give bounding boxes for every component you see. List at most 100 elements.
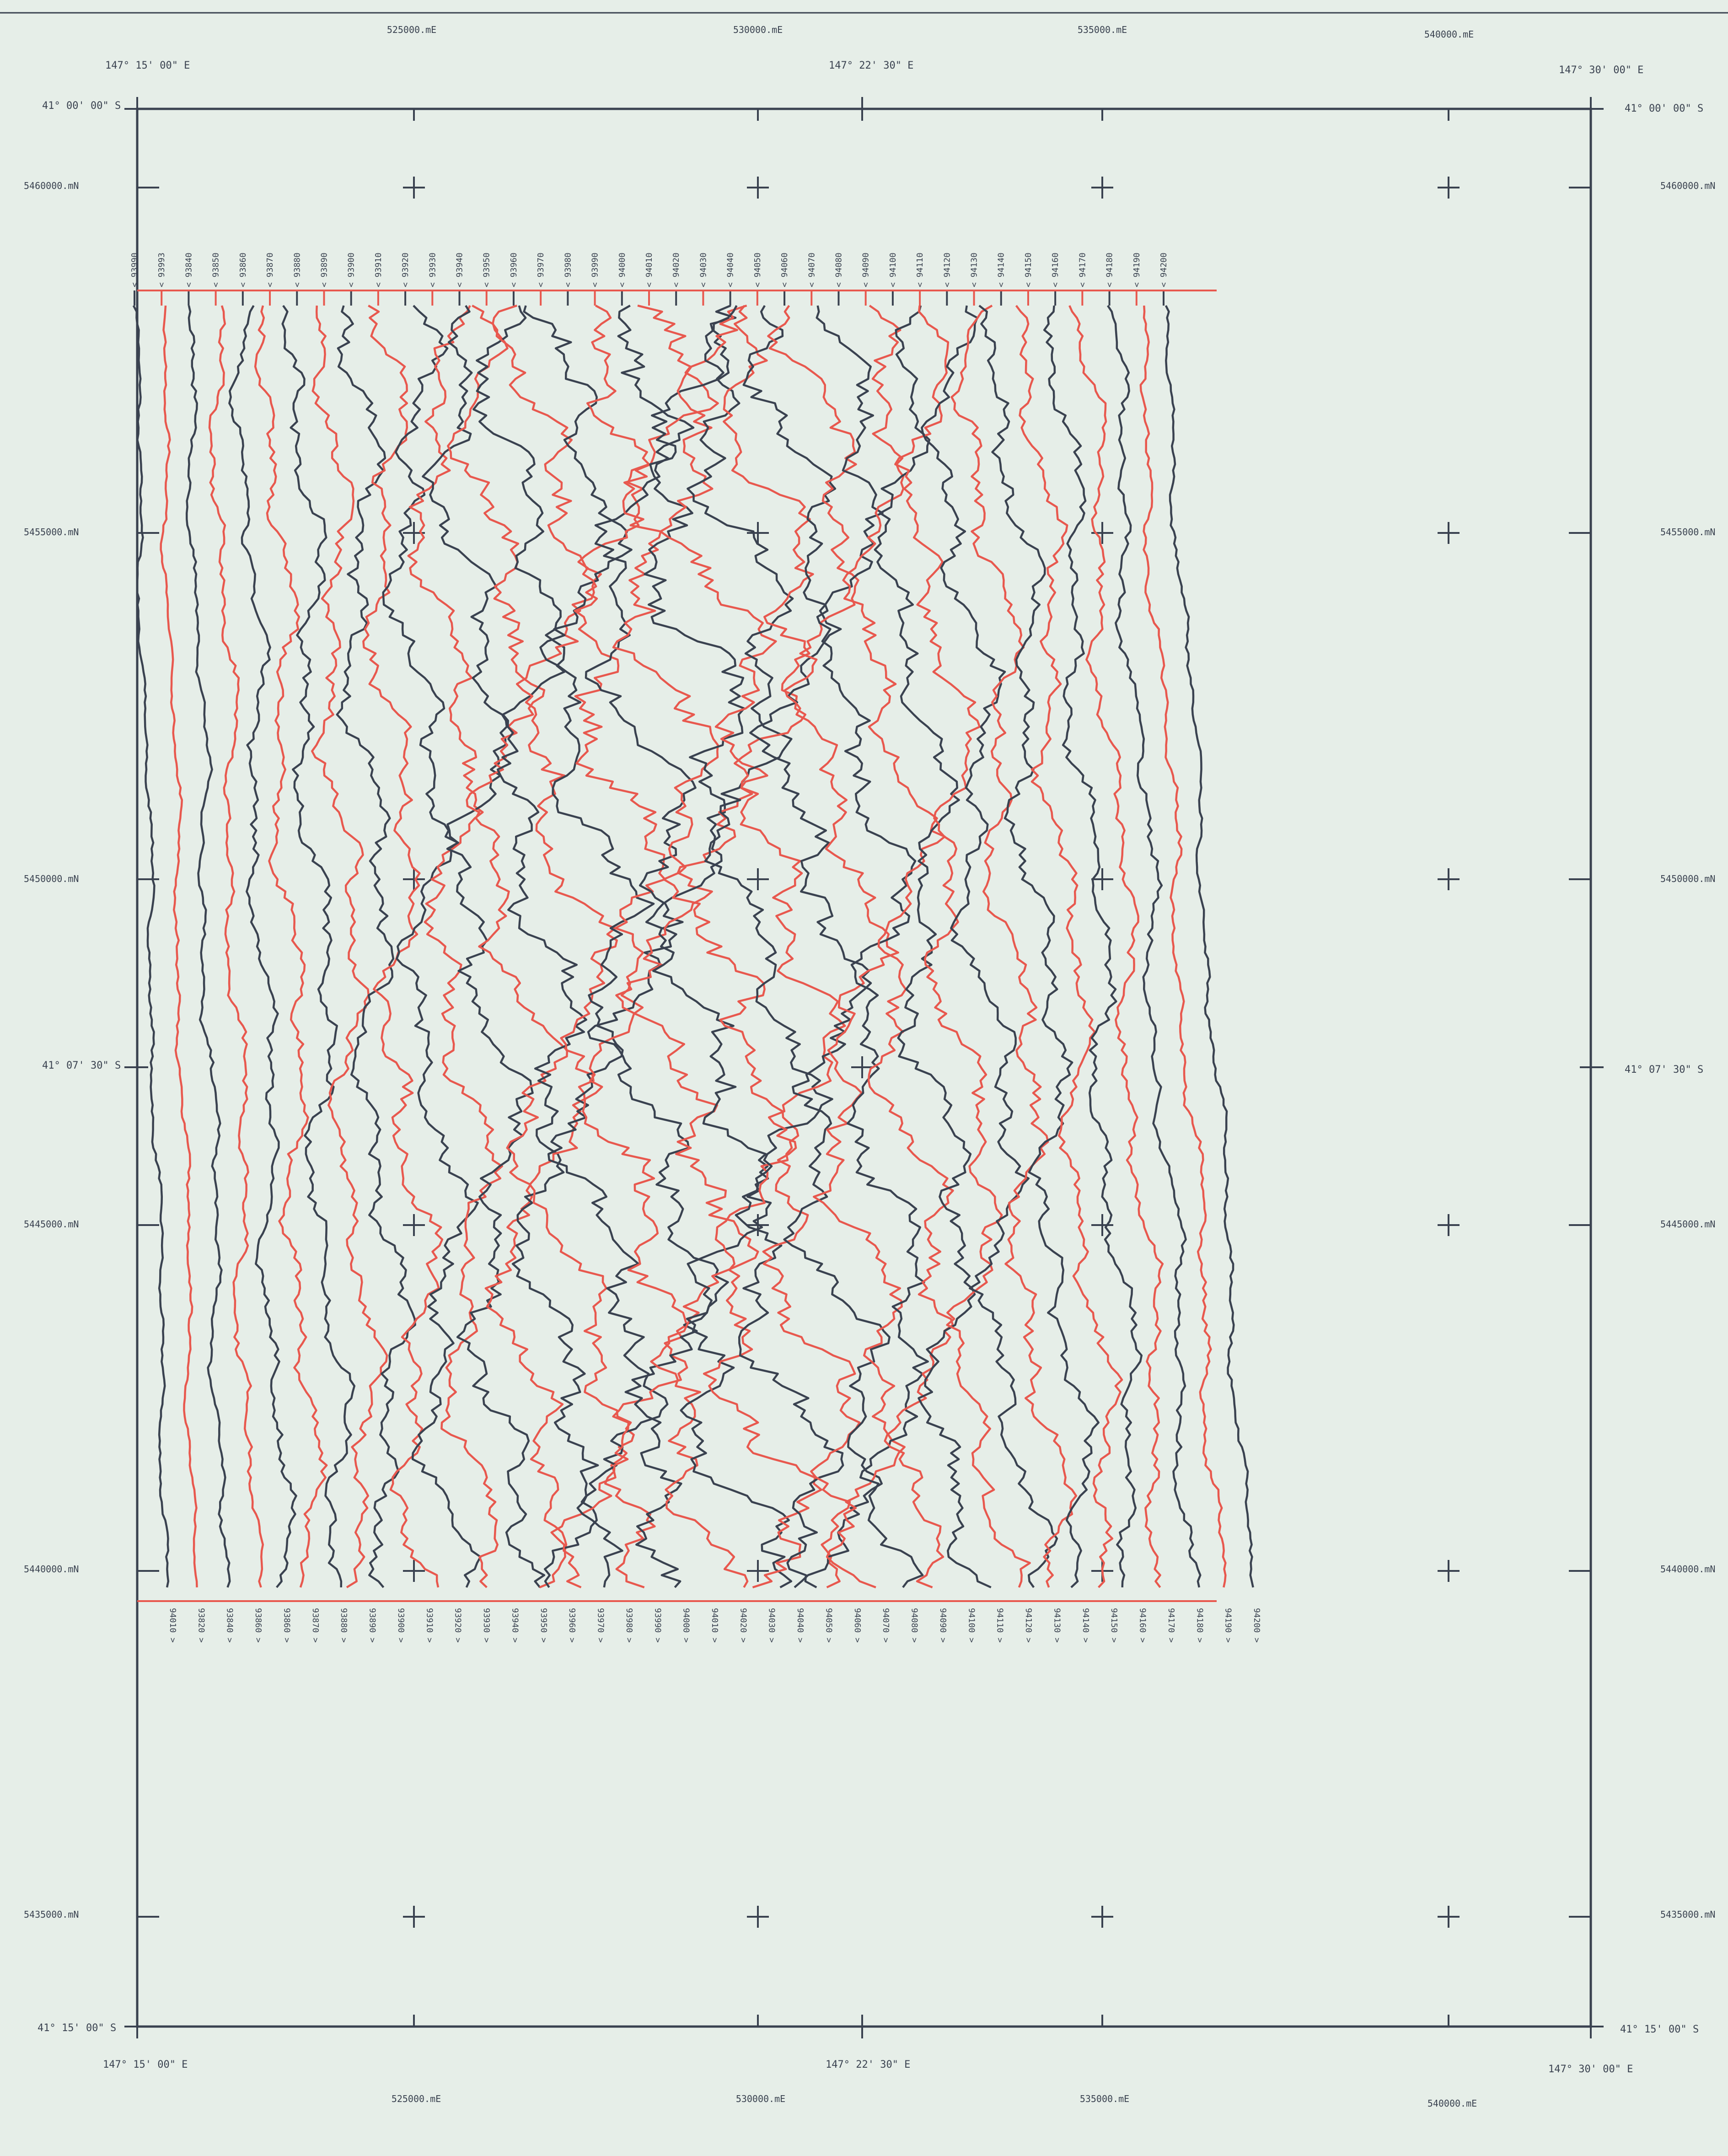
flight-line-label-bottom: 94100 > <box>966 1608 976 1643</box>
flight-line-label-bottom: 93890 > <box>368 1608 377 1643</box>
grid-cross <box>1438 868 1460 890</box>
profile-trace <box>447 305 569 1589</box>
flight-line-label-bottom: 94060 > <box>853 1608 862 1643</box>
flight-line-label-bottom: 93910 > <box>424 1608 434 1643</box>
flight-line-label-top: < 94060 <box>780 253 789 287</box>
easting-label-bottom-4: 540000.mE <box>1427 2098 1477 2109</box>
flight-line-label-bottom: 93960 > <box>567 1608 577 1643</box>
flight-line-label-top: < 94140 <box>997 253 1006 287</box>
flight-line-label-bottom: 94110 > <box>995 1608 1005 1643</box>
northing-label-left-1: 5460000.mN <box>24 180 79 191</box>
northing-label-right-6: 5435000.mN <box>1660 1909 1715 1920</box>
grid-cross <box>403 1906 425 1928</box>
flight-line-label-bottom: 94090 > <box>938 1608 948 1643</box>
grid-cross <box>403 1214 425 1236</box>
profile-trace <box>228 305 297 1588</box>
grid-cross <box>403 868 425 890</box>
longitude-label-top-2: 147° 22' 30" E <box>829 60 913 71</box>
grid-cross <box>1438 1906 1460 1928</box>
profile-trace <box>921 305 1058 1588</box>
profile-trace <box>894 305 1031 1588</box>
profile-trace <box>208 305 264 1588</box>
flight-line-label-top: < 93920 <box>401 253 410 287</box>
northing-label-left-2: 5455000.mN <box>24 527 79 538</box>
flight-line-label-bottom: 93990 > <box>653 1608 662 1643</box>
grid-cross <box>747 1906 769 1928</box>
grid-cross <box>1438 522 1460 544</box>
profile-trace <box>523 305 669 1588</box>
profile-trace <box>254 305 328 1588</box>
flight-line-label-bottom: 94040 > <box>795 1608 805 1643</box>
longitude-label-top-1: 147° 15' 00" E <box>105 60 190 71</box>
profile-trace <box>767 305 906 1589</box>
grid-cross <box>403 1560 425 1582</box>
flight-line-label-top: < 94190 <box>1132 253 1142 287</box>
latitude-label-right-3: 41° 15' 00" S <box>1620 2024 1699 2035</box>
latitude-label-right-1: 41° 00' 00" S <box>1625 103 1703 114</box>
profile-trace <box>574 305 688 1589</box>
flight-line-label-bottom: 94150 > <box>1109 1608 1119 1643</box>
flight-line-label-bottom: 93820 > <box>196 1608 206 1643</box>
flight-line-label-bottom: 94070 > <box>881 1608 891 1643</box>
grid-cross <box>1091 1214 1113 1236</box>
flight-line-label-top: < 94000 <box>617 253 627 287</box>
flight-line-label-bottom: 94200 > <box>1252 1608 1261 1643</box>
grid-cross <box>1091 177 1113 199</box>
flight-line-label-top: < 94160 <box>1051 253 1060 287</box>
profile-trace <box>950 305 1078 1588</box>
profile-trace <box>687 305 844 1588</box>
flight-line-label-top: < 93993 <box>157 253 166 287</box>
flight-line-label-bottom: 93930 > <box>482 1608 491 1643</box>
northing-label-left-5: 5440000.mN <box>24 1564 79 1575</box>
flight-line-label-bottom: 94010 > <box>168 1608 177 1643</box>
flight-line-label-bottom: 93880 > <box>339 1608 349 1643</box>
latitude-label-left-1: 41° 00' 00" S <box>42 100 121 112</box>
northing-label-right-4: 5445000.mN <box>1660 1219 1715 1230</box>
profile-trace <box>644 304 793 1588</box>
flight-line-label-top: < 94030 <box>698 253 708 287</box>
flight-line-label-top: < 94170 <box>1078 253 1087 287</box>
flight-line-label-bottom: 93980 > <box>624 1608 634 1643</box>
profile-trace <box>742 305 891 1588</box>
longitude-label-bottom-1: 147° 15' 00" E <box>103 2059 188 2070</box>
longitude-label-top-3: 147° 30' 00" E <box>1559 65 1643 76</box>
easting-label-top-2: 530000.mE <box>733 24 783 35</box>
longitude-label-bottom-2: 147° 22' 30" E <box>826 2059 910 2070</box>
profile-trace <box>362 305 444 1588</box>
flight-line-label-top: < 94110 <box>915 253 925 287</box>
flight-line-label-bottom: 93870 > <box>311 1608 320 1643</box>
flight-line-label-top: < 93890 <box>320 253 329 287</box>
frame-ticks <box>124 97 1604 2038</box>
flight-line-label-top: < 94090 <box>861 253 871 287</box>
flight-line-label-top: < 93990 <box>130 253 140 287</box>
flight-line-label-bottom: 93900 > <box>396 1608 406 1643</box>
flight-line-label-bottom: 93860 > <box>282 1608 292 1643</box>
easting-label-bottom-3: 535000.mE <box>1080 2093 1129 2104</box>
flight-line-label-top: < 93870 <box>265 253 275 287</box>
grid-cross <box>747 177 769 199</box>
northing-label-right-1: 5460000.mN <box>1660 180 1715 191</box>
flight-line-label-top: < 94070 <box>807 253 816 287</box>
grid-cross <box>1438 177 1460 199</box>
flight-line-label-top: < 93900 <box>347 253 356 287</box>
flight-line-label-top: < 94050 <box>753 253 762 287</box>
flight-line-label-top: < 93860 <box>238 253 248 287</box>
flight-line-label-bottom: 94080 > <box>910 1608 919 1643</box>
easting-label-top-3: 535000.mE <box>1078 24 1127 35</box>
profile-trace <box>978 305 1100 1588</box>
profile-trace <box>382 305 482 1588</box>
profile-trace <box>1015 305 1123 1588</box>
profile-trace <box>281 305 356 1588</box>
grid-cross <box>1438 1560 1460 1582</box>
grid-crosses <box>403 177 1460 1928</box>
flight-line-labels: < 93990 94010 > < 93993 93820 > < 93840 93840… <box>130 253 1261 1643</box>
flight-line-label-bottom: 94170 > <box>1166 1608 1176 1643</box>
flight-line-label-top: < 93850 <box>211 253 221 287</box>
flight-line-label-bottom: 94160 > <box>1138 1608 1148 1643</box>
easting-label-top-4: 540000.mE <box>1424 29 1474 40</box>
profile-trace <box>1068 305 1164 1588</box>
latitude-label-left-3: 41° 15' 00" S <box>38 2022 116 2034</box>
flight-line-label-top: < 94100 <box>888 253 898 287</box>
